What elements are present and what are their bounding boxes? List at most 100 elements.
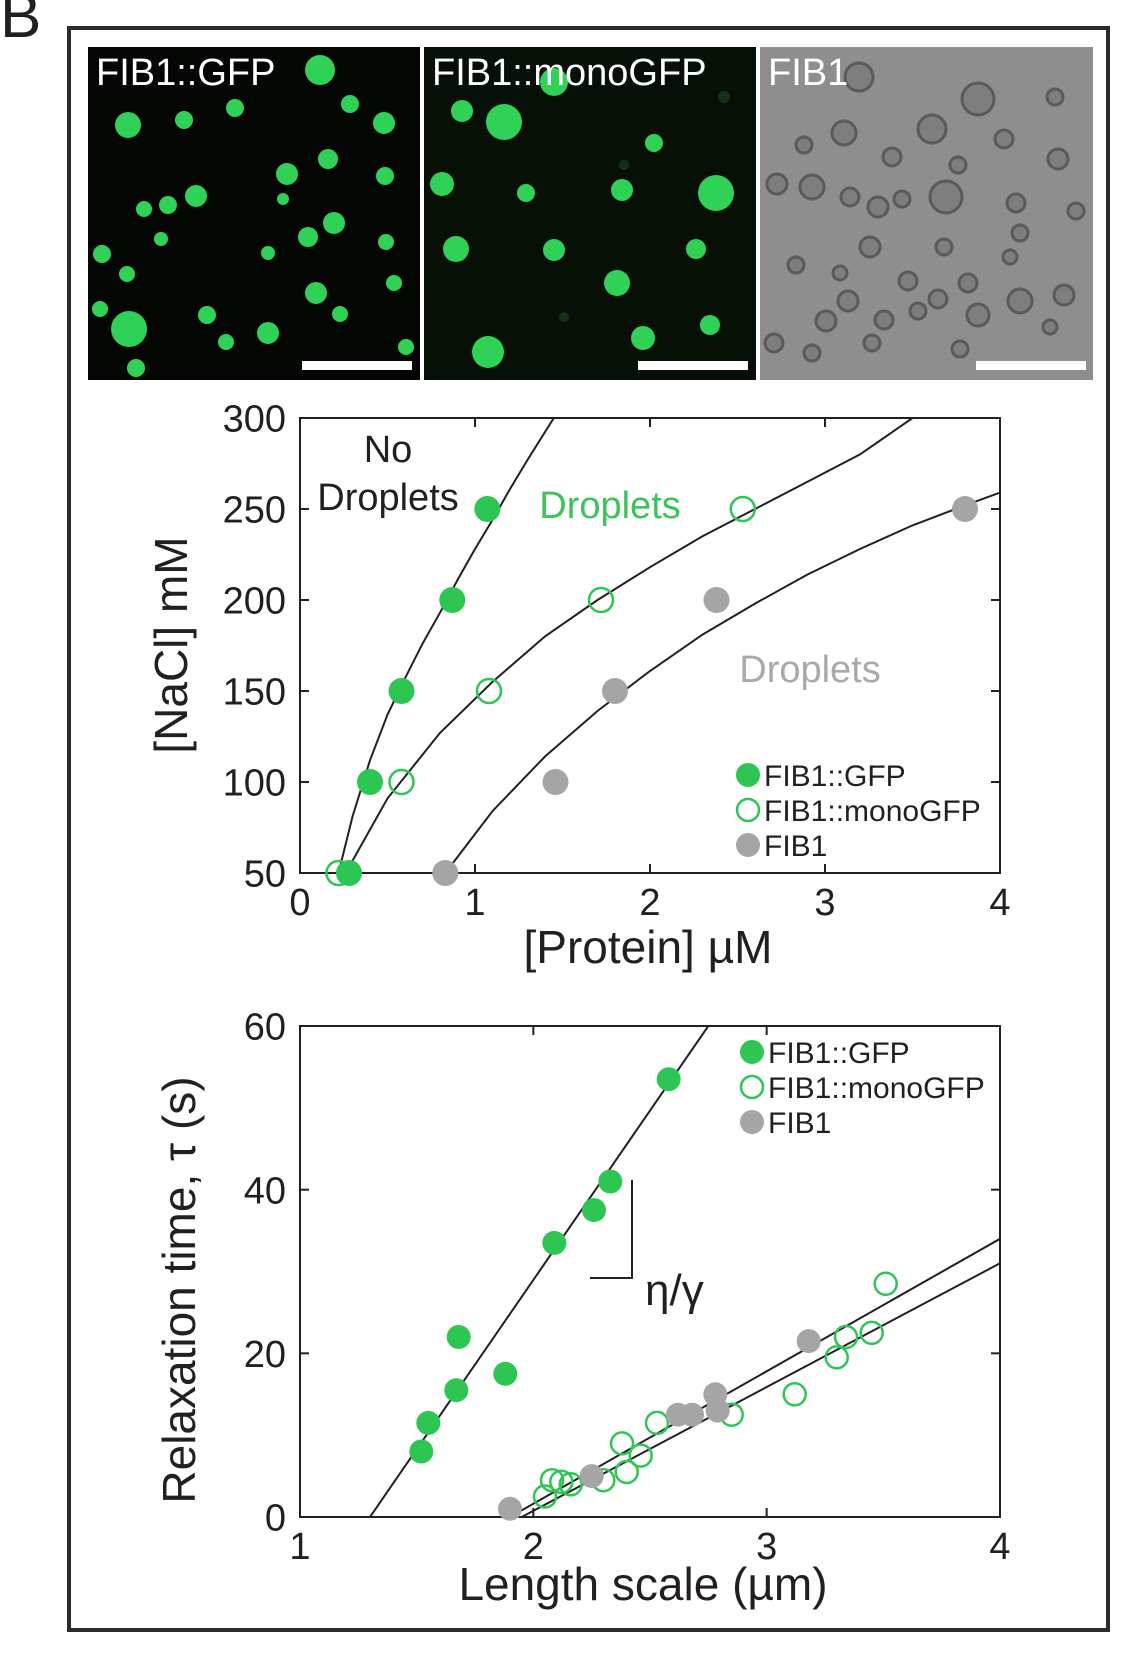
chart-2-ylabel: Relaxation time, τ (s) bbox=[153, 1076, 205, 1503]
chart-1-fit-line bbox=[337, 418, 555, 873]
chart-1-x-tick-label: 1 bbox=[464, 882, 485, 924]
legend-2-label-monogfp: FIB1::monoGFP bbox=[768, 1072, 985, 1105]
chart-2-point-fib1-gfp bbox=[493, 1361, 518, 1386]
chart-2-x-tick-label: 1 bbox=[289, 1526, 310, 1568]
chart-1-x-tick-label: 0 bbox=[289, 882, 310, 924]
chart-1-point-fib1-monogfp bbox=[587, 586, 615, 614]
micrograph-fib1-monogfp: FIB1::monoGFP bbox=[424, 47, 756, 380]
chart-1-ticks: 0 1 2 3 4 50 100 150 200 250 300 bbox=[223, 399, 1011, 924]
chart-1-point-fib1-gfp bbox=[357, 769, 383, 795]
chart-2-points bbox=[409, 1067, 898, 1521]
chart-2-plot-frame bbox=[299, 1025, 1001, 1518]
chart-2-point-fib1-monogfp bbox=[609, 1431, 635, 1456]
chart-2-point-fib1 bbox=[680, 1402, 704, 1427]
chart-2-point-fib1-gfp bbox=[446, 1325, 471, 1349]
chart-2-x-tick-label: 3 bbox=[756, 1526, 777, 1568]
annotation-droplets-gray: Droplets bbox=[739, 649, 881, 691]
slope-label: η/γ bbox=[645, 1266, 704, 1315]
chart-2-point-fib1-monogfp bbox=[859, 1320, 884, 1346]
chart-1-legend: FIB1::GFP FIB1::monoGFP FIB1 bbox=[735, 760, 981, 863]
chart-2-xlabel: Length scale (µm) bbox=[458, 1558, 827, 1610]
chart-2-point-fib1-monogfp bbox=[549, 1469, 574, 1495]
chart-2-x-tick-label: 2 bbox=[523, 1526, 544, 1568]
chart-1-point-fib1 bbox=[703, 587, 730, 613]
droplet-image-monogfp bbox=[430, 68, 734, 368]
chart-1-point-fib1-gfp bbox=[474, 496, 501, 522]
chart-2-point-fib1-monogfp bbox=[873, 1271, 898, 1297]
chart-2-y-tick-label: 40 bbox=[244, 1170, 286, 1212]
micrograph-fib1-gfp: FIB1::GFP bbox=[88, 47, 420, 380]
chart-2-y-tick-label: 20 bbox=[244, 1334, 286, 1376]
chart-1-x-tick-label: 3 bbox=[814, 882, 835, 924]
chart-2-point-fib1-monogfp bbox=[628, 1443, 653, 1468]
chart-1-point-fib1-monogfp bbox=[475, 677, 503, 705]
chart-1-fit-line bbox=[344, 418, 914, 873]
chart-1-y-tick-label: 100 bbox=[223, 763, 286, 805]
chart-1-point-fib1-gfp bbox=[388, 678, 415, 704]
legend-1-marker-fib1 bbox=[736, 833, 760, 857]
chart-2-point-fib1-monogfp bbox=[824, 1345, 849, 1370]
chart-2-point-fib1 bbox=[796, 1329, 821, 1354]
chart-1-point-fib1 bbox=[542, 769, 569, 795]
droplet-image-brightfield bbox=[763, 61, 1086, 363]
scale-bar-3 bbox=[976, 361, 1086, 370]
chart-1-fit-curves bbox=[337, 418, 1000, 873]
chart-2-point-fib1-gfp bbox=[656, 1067, 681, 1092]
chart-1-y-tick-label: 300 bbox=[223, 399, 286, 441]
legend-1-marker-gfp bbox=[736, 763, 760, 787]
legend-1-marker-monogfp bbox=[735, 797, 761, 823]
phase-diagram-chart: 0 1 2 3 4 50 100 150 200 250 300 No Droplets Dropl… bbox=[145, 399, 1011, 973]
chart-1-point-fib1 bbox=[952, 496, 978, 522]
annotation-droplets-green: Droplets bbox=[539, 485, 681, 527]
micrograph-label-2: FIB1::monoGFP bbox=[432, 52, 707, 94]
chart-2-legend: FIB1::GFP FIB1::monoGFP FIB1 bbox=[739, 1037, 985, 1140]
chart-2-point-fib1-monogfp bbox=[614, 1459, 639, 1485]
chart-1-fit-line bbox=[444, 491, 1000, 873]
chart-1-ylabel: [NaCl] mM bbox=[145, 536, 197, 753]
chart-2-point-fib1-gfp bbox=[542, 1230, 567, 1255]
annotation-no: No bbox=[364, 429, 413, 471]
chart-2-point-fib1-monogfp bbox=[782, 1382, 807, 1407]
scale-bar-1 bbox=[302, 361, 412, 370]
legend-2-label-gfp: FIB1::GFP bbox=[768, 1037, 910, 1070]
legend-1-label-fib1: FIB1 bbox=[764, 830, 827, 863]
chart-1-point-fib1-gfp bbox=[336, 860, 362, 886]
chart-1-point-fib1 bbox=[432, 860, 459, 886]
annotation-no-droplets: Droplets bbox=[317, 477, 459, 519]
chart-2-point-fib1 bbox=[705, 1398, 730, 1423]
chart-1-xlabel: [Protein] µM bbox=[524, 921, 773, 973]
chart-1-point-fib1 bbox=[602, 678, 628, 704]
micrograph-label-1: FIB1::GFP bbox=[96, 52, 276, 94]
chart-1-x-tick-label: 2 bbox=[639, 882, 660, 924]
chart-1-x-tick-label: 4 bbox=[989, 882, 1010, 924]
chart-2-point-fib1-gfp bbox=[409, 1439, 434, 1464]
chart-2-y-tick-label: 60 bbox=[244, 1007, 286, 1049]
chart-1-y-tick-label: 50 bbox=[244, 854, 286, 896]
chart-1-point-fib1-gfp bbox=[439, 587, 466, 613]
slope-triangle bbox=[590, 1180, 633, 1279]
chart-2-point-fib1-monogfp bbox=[644, 1410, 670, 1436]
chart-1-point-fib1-monogfp bbox=[325, 859, 352, 887]
chart-2-point-fib1 bbox=[498, 1496, 522, 1521]
chart-2-point-fib1-gfp bbox=[444, 1378, 469, 1403]
micrograph-fib1-brightfield: FIB1 bbox=[760, 47, 1093, 380]
chart-2-point-fib1-gfp bbox=[582, 1198, 606, 1223]
chart-1-y-tick-label: 150 bbox=[223, 672, 286, 714]
chart-2-point-fib1-monogfp bbox=[833, 1324, 859, 1350]
chart-2-point-fib1-monogfp bbox=[539, 1467, 565, 1493]
legend-1-label-gfp: FIB1::GFP bbox=[764, 760, 906, 793]
scale-bar-2 bbox=[638, 361, 748, 370]
droplet-image-gfp bbox=[92, 55, 414, 377]
figure-frame bbox=[67, 26, 1110, 1632]
chart-1-points bbox=[325, 495, 978, 887]
legend-1-label-monogfp: FIB1::monoGFP bbox=[764, 795, 981, 828]
chart-2-point-fib1-monogfp bbox=[558, 1472, 583, 1497]
chart-1-point-fib1-monogfp bbox=[729, 495, 757, 523]
legend-2-marker-fib1 bbox=[740, 1110, 764, 1134]
chart-2-point-fib1-gfp bbox=[416, 1410, 441, 1435]
chart-2-fit-line bbox=[369, 1026, 710, 1517]
chart-2-point-fib1 bbox=[579, 1464, 604, 1489]
chart-1-point-fib1-monogfp bbox=[388, 768, 415, 796]
